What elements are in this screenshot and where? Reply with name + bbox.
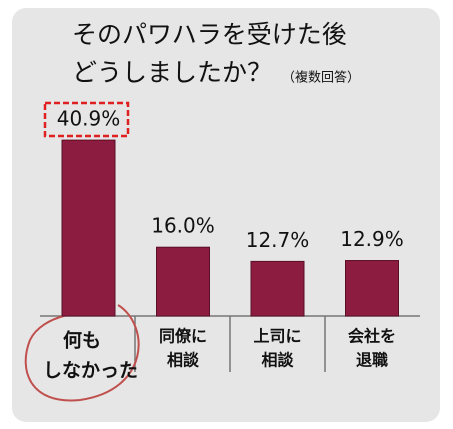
value-label: 16.0% [151,214,215,238]
x-tick-label: 上司に [253,327,301,346]
bar [250,260,305,317]
highlight-box [43,101,130,138]
x-tick-label: 何も [63,329,101,352]
value-label: 40.9% [57,107,121,131]
bar [61,139,116,317]
value-label: 12.9% [340,227,404,251]
value-label: 12.7% [246,228,310,252]
chart-title: そのパワハラを受けた後 [72,20,347,49]
chart-title: どうしましたか？ [72,58,272,87]
x-tick-label: 退職 [356,351,388,370]
x-tick-label: しなかった [43,360,138,382]
x-tick-label: 同僚に [159,327,207,346]
bar [345,260,399,317]
panel [12,8,440,422]
x-tick-label: 会社を [348,327,396,346]
x-tick-label: 相談 [261,351,294,370]
chart-subtitle: （複数回答） [282,70,360,86]
x-tick-label: 相談 [167,351,200,370]
bar [156,246,210,317]
highlight-circle [24,304,140,402]
